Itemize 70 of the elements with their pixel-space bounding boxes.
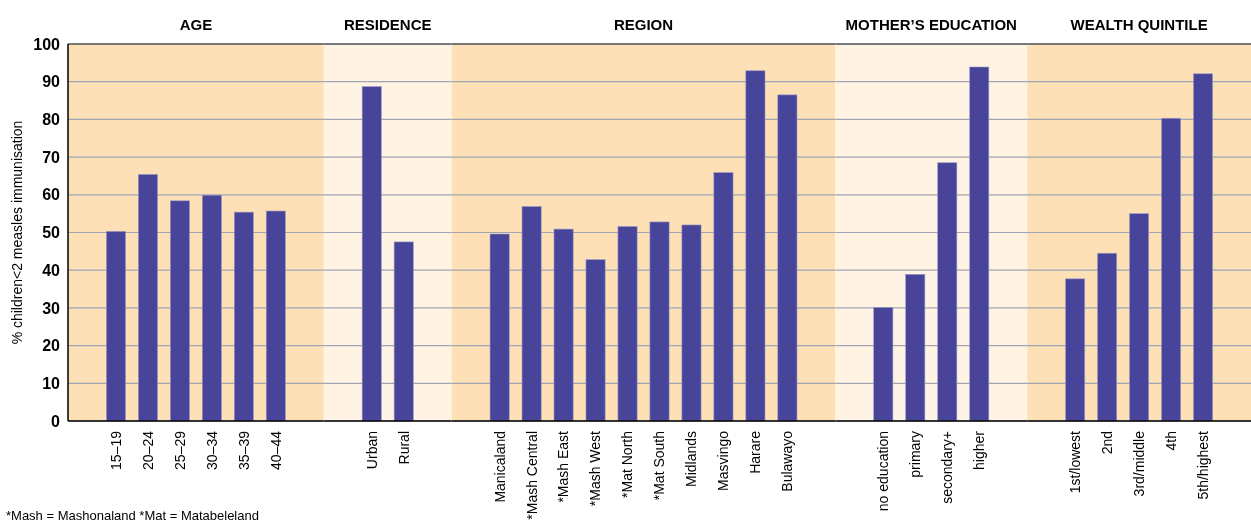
bar [585,259,606,422]
bar [1097,252,1118,422]
y-tick-label: 0 [51,412,61,430]
bar [233,211,254,422]
y-axis-title: % children<2 measles immunisation [9,120,25,345]
x-tick-label: *Mash East [555,430,572,503]
bar [713,172,734,422]
bar [201,194,222,422]
bar [106,231,126,422]
y-tick-label: 80 [42,111,61,128]
chart-title: AGE [179,16,213,33]
bar [777,94,798,422]
bar [170,200,190,422]
bar [649,221,670,422]
x-tick-label: *Mash Central [523,431,540,520]
x-tick-label: Midlands [683,431,700,488]
x-tick-label: Harare [747,430,764,474]
bar [745,70,766,422]
bar [937,162,958,422]
y-tick-label: 100 [33,35,61,53]
x-tick-label: no education [875,431,892,512]
bar [617,226,638,422]
x-tick-label: 20–24 [139,430,156,470]
x-tick-label: 2nd [1099,431,1116,455]
x-tick-label: Urban [363,431,380,470]
x-tick-label: 3rd/middle [1130,430,1147,497]
bar [521,206,542,422]
bar [1193,73,1213,422]
x-tick-label: Bulawayo [779,430,796,492]
x-tick-label: *Mat South [651,431,668,501]
bar [873,307,894,422]
bar [1065,278,1086,422]
y-tick-label: 40 [42,261,61,279]
x-tick-label: Rural [395,431,412,465]
bar [1129,213,1149,422]
bar [905,274,926,422]
y-tick-label: 70 [42,148,61,166]
x-tick-label: secondary+ [939,431,956,504]
bar [489,233,510,422]
x-tick-label: higher [971,430,988,470]
x-tick-label: *Mat North [619,431,636,498]
bar [969,66,990,422]
x-tick-label: 1st/lowest [1067,430,1084,494]
x-tick-label: 40–44 [267,430,284,470]
text: *Mash = Mashonaland *Mat = Matabeleland [6,508,259,523]
x-tick-label: 4th [1162,431,1179,451]
bar [265,210,286,422]
y-tick-label: 90 [42,73,61,91]
x-tick-label: *Mash West [587,430,604,507]
bar [1161,117,1181,422]
x-tick-label: 25–29 [171,430,188,470]
y-tick-label: 60 [42,186,61,204]
y-tick-label: 20 [42,337,61,355]
chart-title: REGION [613,16,674,33]
x-tick-label: 30–34 [203,430,220,470]
bar [553,228,574,422]
bar [138,174,158,422]
bar [681,224,702,422]
chart-title: RESIDENCE [343,16,432,33]
y-tick-label: 10 [42,374,61,392]
x-tick-label: 35–39 [235,430,252,470]
y-tick-label: 30 [42,299,61,317]
x-tick-label: 5th/highest [1194,430,1211,500]
x-tick-label: Masvingo [715,430,732,491]
chart-title: MOTHER’S EDUCATION [845,16,1017,33]
chart-title: WEALTH QUINTILE [1070,16,1208,33]
x-tick-label: 15–19 [107,430,124,470]
x-tick-label: Manicaland [491,431,508,503]
y-tick-label: 50 [42,224,61,242]
x-tick-label: primary [907,431,924,478]
